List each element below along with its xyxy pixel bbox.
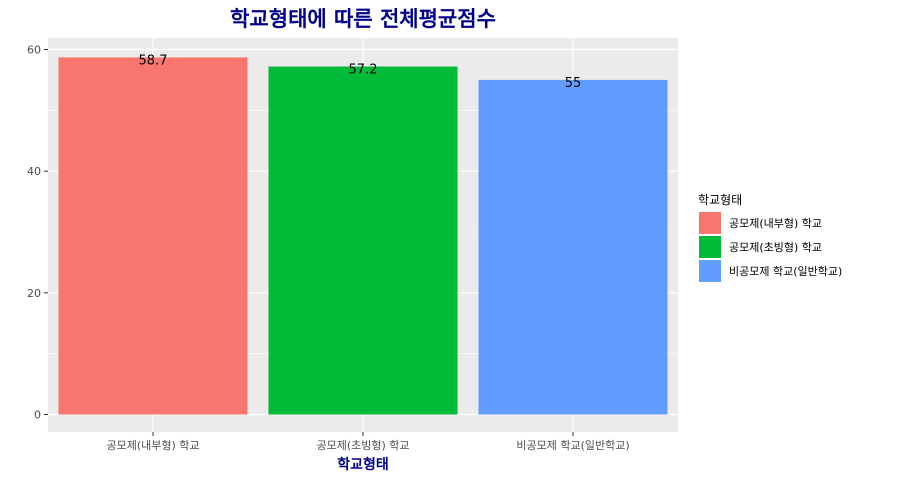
y-tick-label: 60 bbox=[27, 44, 41, 57]
y-tick-label: 20 bbox=[27, 287, 41, 300]
x-tick-label: 공모제(내부형) 학교 bbox=[106, 439, 199, 452]
x-axis-title: 학교형태 bbox=[337, 456, 389, 473]
legend-label: 공모제(초빙형) 학교 bbox=[729, 241, 822, 254]
y-tick-label: 40 bbox=[27, 165, 41, 178]
data-label: 55 bbox=[565, 76, 582, 91]
y-tick-label: 0 bbox=[34, 409, 41, 422]
data-label: 58.7 bbox=[139, 53, 168, 68]
x-tick-label: 비공모제 학교(일반학교) bbox=[516, 438, 629, 452]
legend-swatch bbox=[699, 260, 721, 282]
bar bbox=[58, 57, 248, 415]
legend-title: 학교형태 bbox=[698, 193, 742, 207]
bar bbox=[268, 66, 458, 415]
legend-label: 공모제(내부형) 학교 bbox=[729, 217, 822, 230]
x-tick-label: 공모제(초빙형) 학교 bbox=[316, 439, 409, 452]
chart-title: 학교형태에 따른 전체평균점수 bbox=[230, 7, 496, 31]
legend-swatch bbox=[699, 236, 721, 258]
legend-label: 비공모제 학교(일반학교) bbox=[729, 264, 842, 278]
data-label: 57.2 bbox=[349, 63, 378, 78]
bar bbox=[478, 79, 668, 415]
legend-swatch bbox=[699, 212, 721, 234]
